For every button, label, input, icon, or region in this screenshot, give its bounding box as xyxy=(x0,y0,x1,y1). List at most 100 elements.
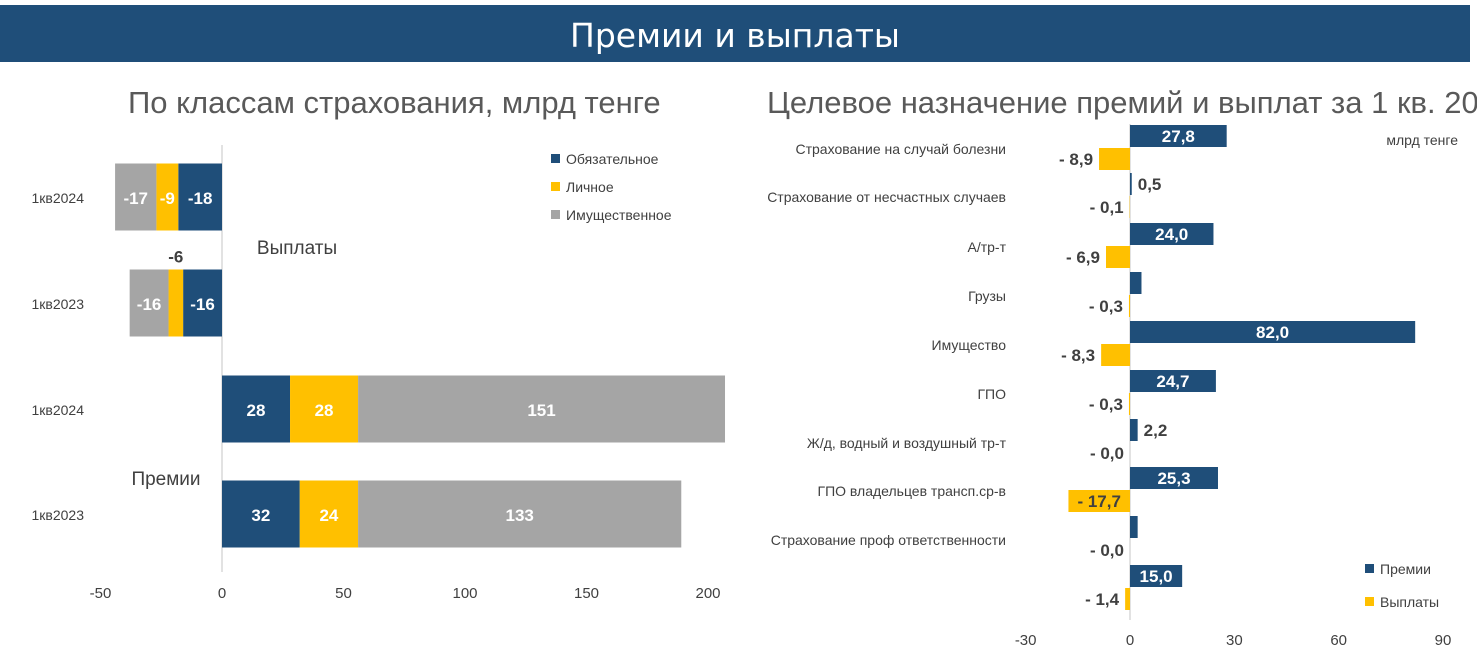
right-category-label: А/тр-т xyxy=(968,239,1007,255)
right-premium-value-label: 82,0 xyxy=(1256,323,1289,342)
group-label-premiums: Премии xyxy=(131,469,200,490)
right-legend-swatch xyxy=(1365,597,1374,606)
right-premium-value-label: 27,8 xyxy=(1162,127,1195,146)
right-bar-payouts xyxy=(1068,490,1130,512)
left-x-tick: 0 xyxy=(218,585,226,602)
right-bar-payouts xyxy=(1128,295,1130,317)
right-category-label: Страхование на случай болезни xyxy=(796,141,1007,157)
left-bar-value-label: 24 xyxy=(319,506,338,525)
group-label-payouts: Выплаты xyxy=(257,238,337,259)
right-x-tick: 90 xyxy=(1435,632,1452,649)
right-bar-payouts xyxy=(1106,246,1130,268)
right-legend-label: Премии xyxy=(1380,561,1431,577)
right-premium-value-label: 24,0 xyxy=(1155,225,1188,244)
left-bar-value-label: -16 xyxy=(137,295,162,314)
right-payout-value-label: - 8,9 xyxy=(1059,150,1093,169)
right-legend-swatch xyxy=(1365,564,1374,573)
left-x-tick: 150 xyxy=(574,585,599,602)
right-legend-label: Выплаты xyxy=(1380,594,1439,610)
left-legend-swatch xyxy=(551,182,560,191)
right-category-label: Имущество xyxy=(932,337,1007,353)
left-bar-value-label: -6 xyxy=(168,248,183,267)
left-bar-Личное xyxy=(299,480,359,548)
right-bar-payouts xyxy=(1125,588,1130,610)
right-payout-value-label: - 0,1 xyxy=(1090,198,1124,217)
right-category-label: ГПО владельцев трансп.ср-в xyxy=(818,483,1007,499)
left-legend-label: Имущественное xyxy=(566,207,672,223)
right-x-tick: 60 xyxy=(1330,632,1347,649)
left-x-tick: -50 xyxy=(90,585,112,602)
right-bar-premiums xyxy=(1130,223,1214,245)
left-bar-Обязательное xyxy=(178,163,222,231)
left-bar-value-label: -17 xyxy=(123,189,148,208)
right-bar-premiums xyxy=(1130,565,1183,587)
left-category-label: 1кв2024 xyxy=(32,190,85,206)
left-x-tick: 200 xyxy=(695,585,720,602)
left-bar-value-label: 151 xyxy=(527,401,555,420)
right-category-label: Страхование от несчастных случаев xyxy=(767,189,1006,205)
right-payout-value-label: - 6,9 xyxy=(1066,248,1100,267)
left-bar-Личное xyxy=(290,375,359,443)
left-bar-Имущественное xyxy=(358,375,726,443)
left-bar-value-label: -18 xyxy=(188,189,213,208)
right-bar-premiums xyxy=(1130,419,1138,441)
left-bar-value-label: -16 xyxy=(190,295,215,314)
left-bar-Имущественное xyxy=(358,480,682,548)
left-bar-value-label: 28 xyxy=(247,401,266,420)
right-x-tick: 0 xyxy=(1126,632,1134,649)
right-payout-value-label: - 0,0 xyxy=(1090,541,1124,560)
right-bar-premiums xyxy=(1130,272,1142,294)
right-payout-value-label: - 0,3 xyxy=(1089,297,1123,316)
left-category-label: 1кв2023 xyxy=(32,296,85,312)
right-premium-value-label: 15,0 xyxy=(1140,567,1173,586)
right-bar-payouts xyxy=(1128,393,1130,415)
right-bar-payouts xyxy=(1101,344,1130,366)
left-bar-value-label: 28 xyxy=(315,401,334,420)
left-bar-Обязательное xyxy=(222,375,291,443)
left-legend-swatch xyxy=(551,210,560,219)
left-chart-title: По классам страхования, млрд тенге xyxy=(128,85,661,120)
right-bar-premiums xyxy=(1130,321,1416,343)
right-category-label: Грузы xyxy=(968,288,1006,304)
right-x-tick: 30 xyxy=(1226,632,1243,649)
right-bar-premiums xyxy=(1130,467,1218,489)
left-category-label: 1кв2023 xyxy=(32,507,85,523)
left-bar-Обязательное xyxy=(222,480,300,548)
left-legend-label: Обязательное xyxy=(566,151,659,167)
left-bar-value-label: 133 xyxy=(505,506,533,525)
left-bar-Личное xyxy=(156,163,179,231)
right-payout-value-label: - 1,4 xyxy=(1085,590,1120,609)
right-category-label: Ж/д, водный и воздушный тр-т xyxy=(807,435,1007,451)
right-unit-label: млрд тенге xyxy=(1386,132,1458,148)
right-bar-premiums xyxy=(1130,516,1138,538)
right-premium-value-label: 2,2 xyxy=(1144,421,1168,440)
left-bar-Имущественное xyxy=(115,163,157,231)
right-premium-value-label: 24,7 xyxy=(1156,372,1189,391)
right-bar-payouts xyxy=(1099,148,1130,170)
right-category-label: Страхование проф ответственности xyxy=(771,532,1006,548)
right-bar-premiums xyxy=(1130,370,1216,392)
left-bar-Имущественное xyxy=(129,269,169,337)
left-bar-value-label: 32 xyxy=(251,506,270,525)
right-bar-premiums xyxy=(1130,173,1132,195)
left-legend-swatch xyxy=(551,154,560,163)
right-payout-value-label: - 17,7 xyxy=(1077,492,1120,511)
right-premium-value-label: 0,5 xyxy=(1138,175,1162,194)
left-category-label: 1кв2024 xyxy=(32,402,85,418)
right-payout-value-label: - 0,3 xyxy=(1089,395,1123,414)
header-title: Премии и выплаты xyxy=(0,5,1470,62)
right-category-label: ГПО xyxy=(977,386,1006,402)
left-bar-value-label: -9 xyxy=(160,189,175,208)
left-bar-Обязательное xyxy=(183,269,222,337)
right-premium-value-label: 25,3 xyxy=(1157,469,1190,488)
left-bar-Личное xyxy=(168,269,184,337)
left-legend-label: Личное xyxy=(566,179,614,195)
right-bar-premiums xyxy=(1130,125,1227,147)
left-x-tick: 100 xyxy=(452,585,477,602)
right-x-tick: -30 xyxy=(1015,632,1037,649)
right-payout-value-label: - 8,3 xyxy=(1061,346,1095,365)
right-chart-title: Целевое назначение премий и выплат за 1 … xyxy=(767,85,1477,120)
left-x-tick: 50 xyxy=(335,585,352,602)
right-payout-value-label: - 0,0 xyxy=(1090,444,1124,463)
